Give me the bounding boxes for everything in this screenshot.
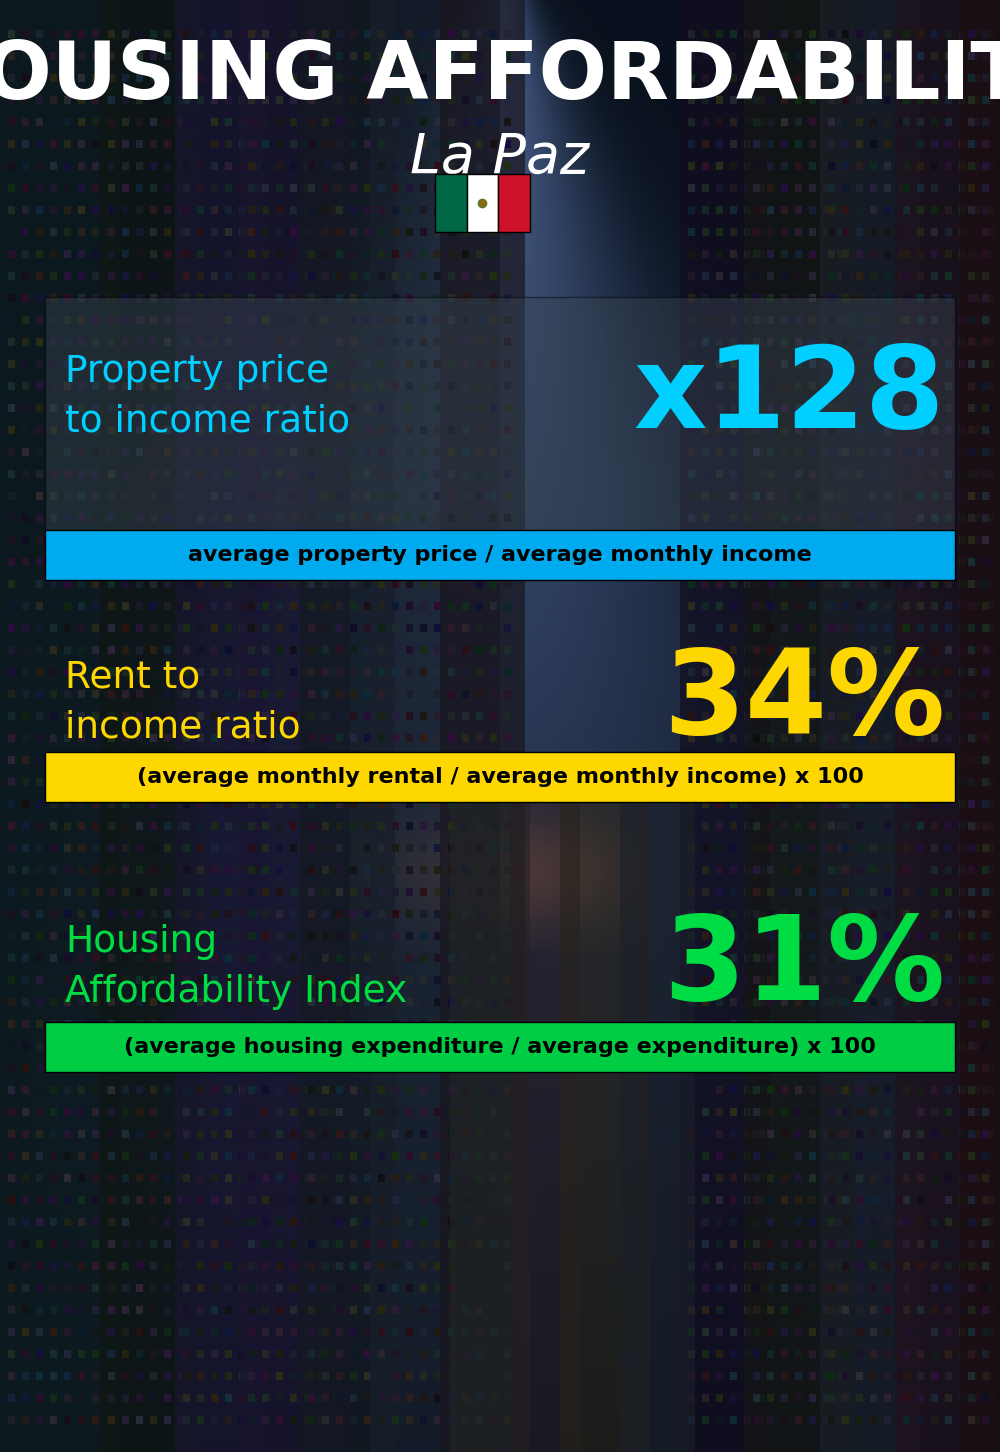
Text: La Paz: La Paz [410, 131, 590, 183]
Text: (average monthly rental / average monthly income) x 100: (average monthly rental / average monthl… [137, 767, 863, 787]
Text: Rent to
income ratio: Rent to income ratio [65, 659, 301, 745]
Text: (average housing expenditure / average expenditure) x 100: (average housing expenditure / average e… [124, 1037, 876, 1057]
FancyBboxPatch shape [435, 174, 467, 232]
Text: 31%: 31% [663, 909, 945, 1025]
Text: Housing
Affordability Index: Housing Affordability Index [65, 923, 407, 1011]
FancyBboxPatch shape [467, 174, 498, 232]
Text: x128: x128 [634, 341, 945, 453]
Text: average property price / average monthly income: average property price / average monthly… [188, 544, 812, 565]
FancyBboxPatch shape [45, 530, 955, 579]
FancyBboxPatch shape [45, 298, 955, 547]
Text: Property price
to income ratio: Property price to income ratio [65, 354, 350, 440]
FancyBboxPatch shape [45, 1022, 955, 1072]
Text: HOUSING AFFORDABILITY: HOUSING AFFORDABILITY [0, 38, 1000, 116]
FancyBboxPatch shape [498, 174, 530, 232]
FancyBboxPatch shape [45, 752, 955, 802]
Text: 34%: 34% [663, 645, 945, 759]
